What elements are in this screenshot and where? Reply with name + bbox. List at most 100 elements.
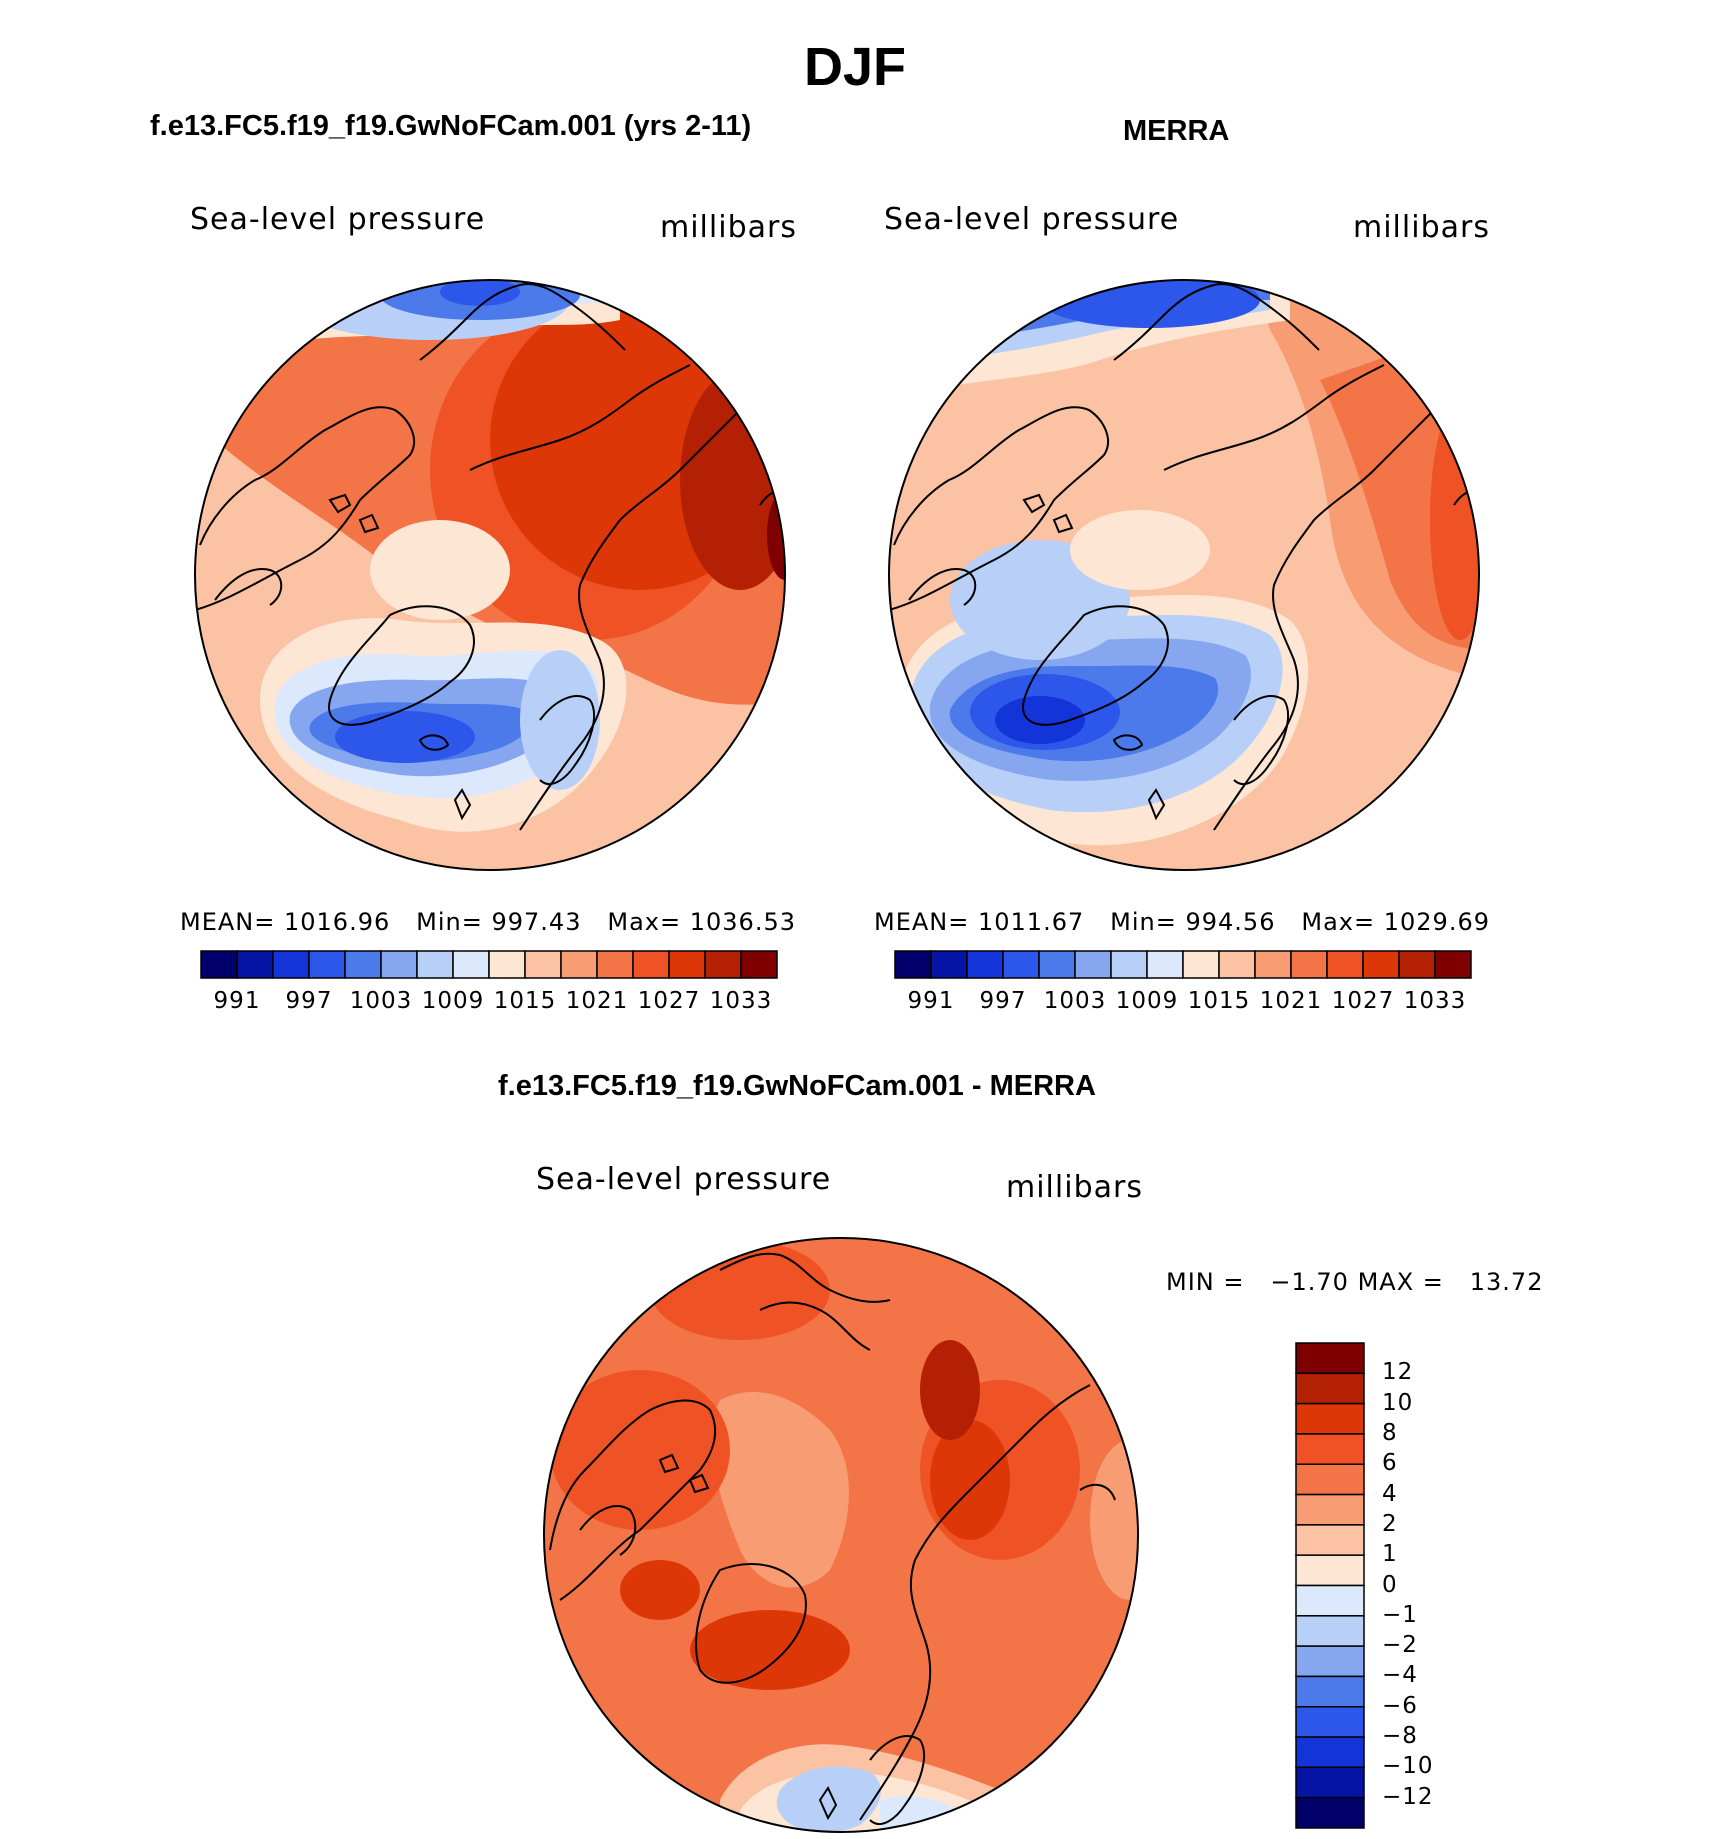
- map-3-field-center-lighter: [711, 1391, 849, 1588]
- map-2-coast-islands-2: [1052, 513, 1074, 534]
- panel-3-units: millibars: [1006, 1170, 1143, 1205]
- map-1-coast-islands-1: [328, 493, 352, 514]
- map-1-field-norway: [520, 650, 600, 790]
- colorbar-swatch: [344, 950, 382, 979]
- map-3: [543, 1237, 1139, 1833]
- map-3-coast-greenland: [695, 1563, 807, 1684]
- panel-1-stats: MEAN= 1016.96 Min= 997.43 Max= 1036.53: [180, 908, 796, 936]
- map-3-border: [543, 1237, 1139, 1833]
- panel-3-colorbar: [1295, 1342, 1365, 1829]
- colorbar-tick-label: −1: [1382, 1601, 1418, 1628]
- map-2-field-arctic: [1070, 510, 1210, 590]
- colorbar-tick-label: 1003: [1043, 988, 1107, 1014]
- colorbar-swatch: [668, 950, 706, 979]
- panel-1-min-value: 997.43: [491, 908, 582, 936]
- map-3-coast-canada: [549, 1399, 717, 1601]
- map-1-coast-uk: [453, 788, 472, 821]
- colorbar-swatch: [416, 950, 454, 979]
- colorbar-swatch: [966, 950, 1004, 979]
- panel-2-variable: Sea-level pressure: [884, 202, 1180, 237]
- map-1-field-icelandic-low: [335, 711, 475, 763]
- map-3-field-dark-greenland: [690, 1610, 850, 1690]
- colorbar-swatch: [488, 950, 526, 979]
- map-1-border: [194, 279, 786, 871]
- panel-2-min-value: 994.56: [1185, 908, 1276, 936]
- colorbar-tick-label: −8: [1382, 1723, 1418, 1750]
- map-3-coast-siberia: [719, 1252, 891, 1303]
- colorbar-tick-label: 10: [1382, 1389, 1414, 1416]
- colorbar-swatch: [200, 950, 238, 979]
- map-3-coast-eurasia: [859, 1384, 1091, 1821]
- map-3-coast-islands-2: [688, 1473, 710, 1494]
- map-3-field-darker-w: [550, 1370, 730, 1530]
- colorbar-tick-label: 1003: [349, 988, 413, 1014]
- colorbar-tick-label: 1027: [637, 988, 701, 1014]
- colorbar-swatch: [308, 950, 346, 979]
- colorbar-swatch: [560, 950, 598, 979]
- panel-1-variable: Sea-level pressure: [190, 202, 486, 237]
- colorbar-swatch: [1254, 950, 1292, 979]
- panel-1-title: f.e13.FC5.f19_f19.GwNoFCam.001 (yrs 2-11…: [150, 110, 752, 142]
- map-3-field-right-pale: [1090, 1440, 1138, 1600]
- colorbar-tick-label: 997: [979, 988, 1027, 1014]
- panel-1-max-value: 1036.53: [689, 908, 796, 936]
- map-1-coast-islands-2: [358, 513, 380, 534]
- colorbar-swatch: [1218, 950, 1256, 979]
- colorbar-swatch: [272, 950, 310, 979]
- map-2-coast-greenland: [1022, 605, 1169, 726]
- colorbar-swatch: [1434, 950, 1472, 979]
- panel-2-stats: MEAN= 1011.67 Min= 994.56 Max= 1029.69: [874, 908, 1490, 936]
- colorbar-tick-label: 1015: [1187, 988, 1251, 1014]
- map-2-field-icelandic-low: [995, 696, 1085, 744]
- colorbar-swatch: [1295, 1706, 1365, 1738]
- colorbar-swatch: [1295, 1615, 1365, 1647]
- map-1-coast-hudson: [214, 568, 283, 606]
- colorbar-swatch: [704, 950, 742, 979]
- colorbar-swatch: [1295, 1433, 1365, 1465]
- colorbar-tick-label: 1033: [709, 988, 773, 1014]
- colorbar-tick-label: 997: [285, 988, 333, 1014]
- panel-1-mean-value: 1016.96: [284, 908, 391, 936]
- colorbar-tick-label: −4: [1382, 1662, 1418, 1689]
- colorbar-swatch: [1326, 950, 1364, 979]
- colorbar-swatch: [1295, 1524, 1365, 1556]
- colorbar-tick-label: −6: [1382, 1692, 1418, 1719]
- panel-3-max-label: MAX =: [1357, 1268, 1444, 1296]
- colorbar-swatch: [1146, 950, 1184, 979]
- map-3-coastlines: [549, 1252, 1116, 1825]
- panel-3-stats: MIN = −1.70 MAX = 13.72: [1166, 1268, 1543, 1296]
- colorbar-swatch: [894, 950, 932, 979]
- panel-2-mean-value: 1011.67: [978, 908, 1085, 936]
- map-2: [888, 279, 1480, 871]
- panel-2-title: MERRA: [1123, 115, 1230, 147]
- map-2-border: [888, 279, 1480, 871]
- map-3-coast-uk: [818, 1785, 838, 1821]
- figure-title: DJF: [803, 37, 906, 97]
- colorbar-tick-label: 0: [1382, 1571, 1398, 1598]
- colorbar-swatch: [930, 950, 968, 979]
- panel-1-max-label: Max=: [607, 908, 682, 936]
- map-2-coast-scandinavia: [1233, 695, 1289, 785]
- map-3-coast-hudson: [579, 1505, 637, 1556]
- map-1-coast-eurasia: [519, 369, 785, 831]
- panel-2-mean-label: MEAN=: [874, 908, 970, 936]
- colorbar-swatch: [596, 950, 634, 979]
- panel-2-colorbar: [894, 950, 1472, 979]
- colorbar-tick-label: 991: [213, 988, 261, 1014]
- map-1-coastlines: [195, 283, 785, 831]
- colorbar-tick-label: 1015: [493, 988, 557, 1014]
- panel-1-mean-label: MEAN=: [180, 908, 276, 936]
- panel-1-min-label: Min=: [416, 908, 483, 936]
- map-1-field-arctic-ring: [370, 520, 510, 620]
- colorbar-tick-label: 1: [1382, 1541, 1398, 1568]
- map-2-coast-eurasia: [1213, 369, 1479, 831]
- map-1-coast-iceland: [418, 734, 450, 751]
- map-2-coastlines: [889, 283, 1479, 831]
- colorbar-swatch: [1295, 1584, 1365, 1617]
- map-1-field-pacific-low-4: [440, 280, 520, 306]
- map-1-coast-greenland: [328, 605, 475, 726]
- colorbar-swatch: [1398, 950, 1436, 979]
- colorbar-swatch: [1295, 1675, 1365, 1708]
- colorbar-tick-label: 12: [1382, 1359, 1414, 1386]
